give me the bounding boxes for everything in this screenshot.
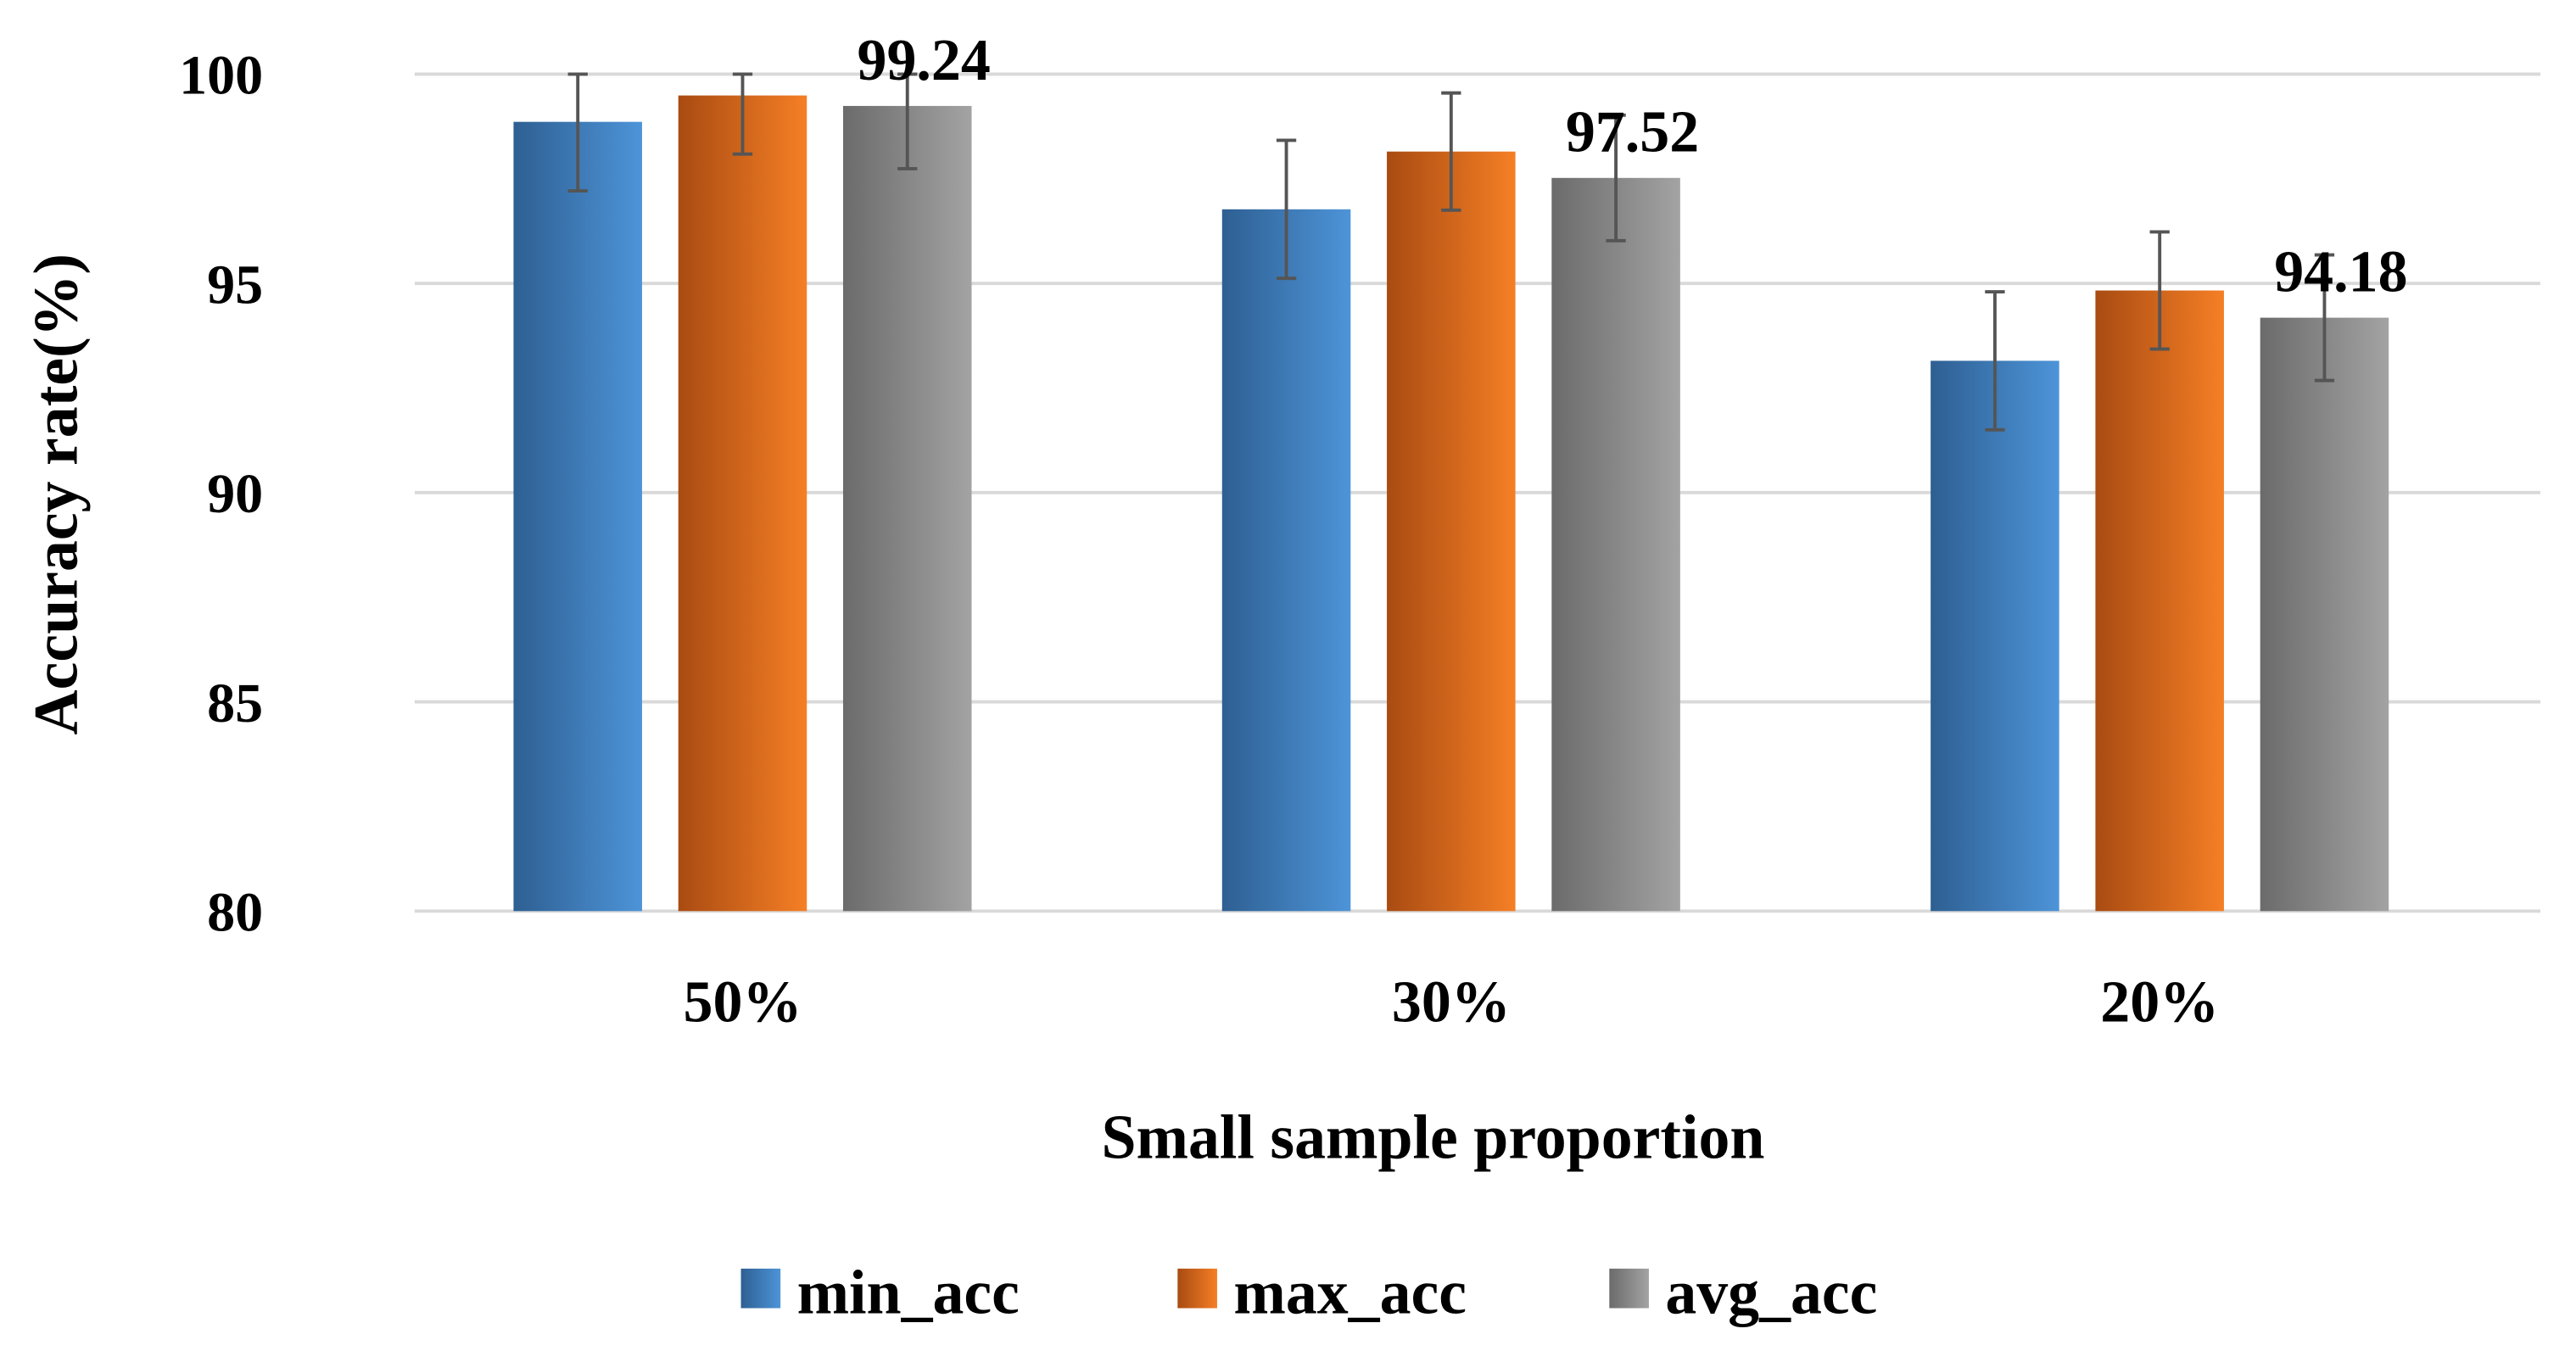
bar-min_acc: [1221, 209, 1351, 912]
data-label: 99.24: [858, 28, 991, 93]
y-tick-label: 90: [207, 463, 263, 525]
bar-min_acc: [1931, 360, 2059, 912]
bar-avg_acc: [2260, 317, 2389, 912]
y-tick-label: 100: [179, 45, 263, 107]
legend-label: max_acc: [1233, 1257, 1467, 1326]
bar-avg_acc: [1551, 177, 1680, 912]
x-axis-title: Small sample proportion: [1101, 1103, 1764, 1172]
x-tick-label: 20%: [2100, 969, 2219, 1035]
legend: min_acc max_acc avg_acc: [740, 1257, 1877, 1326]
bar-max_acc: [2095, 290, 2224, 912]
bar-avg_acc: [842, 105, 972, 912]
y-tick-label: 80: [207, 882, 263, 944]
data-label: 97.52: [1566, 100, 1699, 165]
legend-swatch-min_acc: [740, 1268, 781, 1309]
y-tick-label: 95: [207, 254, 263, 315]
bar-max_acc: [1387, 151, 1516, 912]
legend-label: min_acc: [797, 1257, 1020, 1326]
y-axis-title: Accuracy rate(%): [21, 254, 91, 735]
y-tick-label: 85: [207, 673, 263, 734]
bar-max_acc: [678, 95, 807, 912]
bar-min_acc: [513, 121, 642, 912]
legend-swatch-avg_acc: [1609, 1268, 1649, 1309]
x-tick-label: 50%: [684, 969, 802, 1035]
legend-label: avg_acc: [1665, 1257, 1877, 1326]
x-tick-label: 30%: [1392, 969, 1511, 1035]
data-label: 94.18: [2274, 240, 2407, 305]
legend-swatch-max_acc: [1177, 1268, 1217, 1309]
